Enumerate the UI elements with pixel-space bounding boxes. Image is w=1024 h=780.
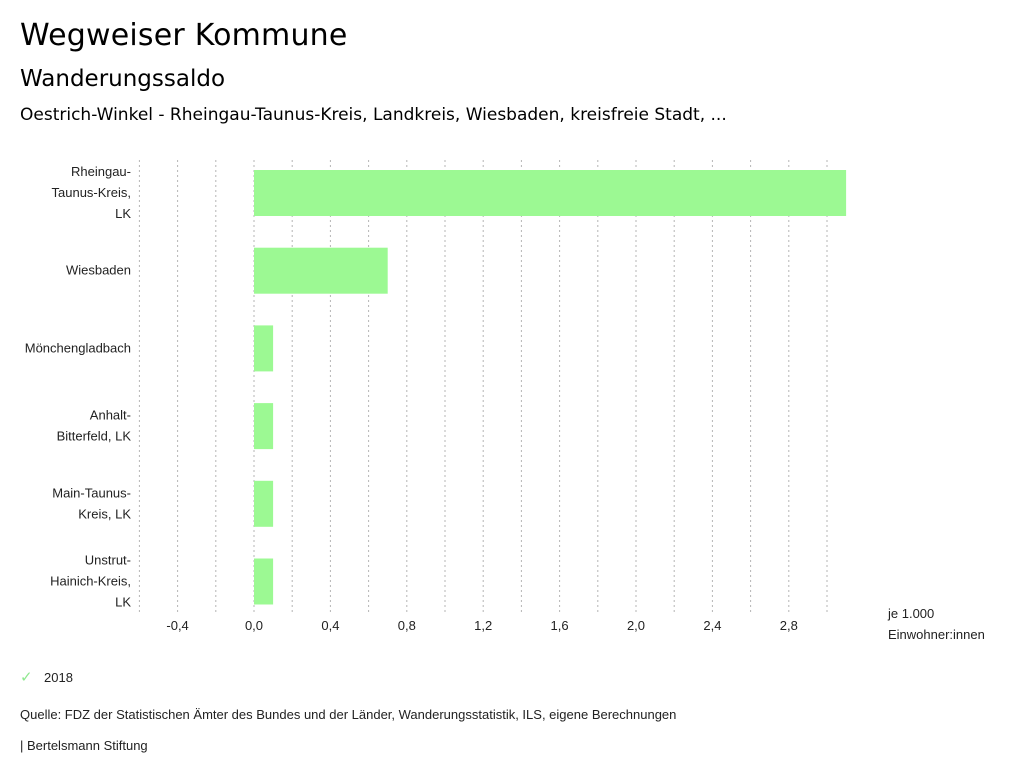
legend-item-2018[interactable]: ✓ 2018: [20, 668, 73, 686]
region-context: Oestrich-Winkel - Rheingau-Taunus-Kreis,…: [20, 105, 727, 125]
category-label: Anhalt-: [90, 408, 131, 423]
category-label: Kreis, LK: [78, 506, 131, 521]
chart-subtitle: Wanderungssaldo: [20, 66, 226, 92]
x-axis-unit-line: Einwohner:innen: [888, 627, 985, 642]
brand-note: | Bertelsmann Stiftung: [20, 738, 148, 753]
bar: [254, 247, 388, 294]
x-tick-label: 2,8: [780, 618, 798, 633]
bar: [254, 170, 847, 216]
x-tick-label: 0,8: [398, 618, 416, 633]
x-tick-label: 2,0: [627, 618, 645, 633]
category-label: LK: [115, 595, 131, 610]
category-labels: Rheingau- Taunus-Kreis, LK Wiesbaden Mönchen…: [25, 164, 132, 610]
legend-label: 2018: [44, 669, 73, 685]
x-axis-unit-line: je 1.000: [887, 606, 934, 621]
bar: [254, 325, 274, 372]
category-label: Taunus-Kreis,: [52, 185, 131, 200]
gridlines: [138, 160, 828, 612]
bar: [254, 558, 274, 605]
category-label: LK: [115, 206, 131, 221]
x-tick-label: 1,2: [474, 618, 492, 633]
x-tick-label: 0,4: [321, 618, 339, 633]
x-tick-label: 2,4: [703, 618, 721, 633]
source-note: Quelle: FDZ der Statistischen Ämter des …: [20, 707, 677, 722]
check-icon: ✓: [20, 669, 33, 686]
x-axis-unit-label: je 1.000 Einwohner:innen: [887, 606, 985, 642]
category-label: Rheingau-: [71, 164, 131, 179]
x-tick-label: -0,4: [166, 618, 188, 633]
category-label: Mönchengladbach: [25, 340, 131, 355]
bar: [254, 480, 274, 527]
bar: [254, 403, 274, 450]
category-label: Wiesbaden: [66, 263, 131, 278]
category-label: Hainich-Kreis,: [50, 574, 131, 589]
bars: [254, 170, 847, 605]
category-label: Main-Taunus-: [52, 485, 131, 500]
x-tick-label: 0,0: [245, 618, 263, 633]
x-tick-labels: -0,4 0,0 0,4 0,8 1,2 1,6 2,0 2,4 2,8: [166, 618, 797, 633]
page-title: Wegweiser Kommune: [20, 18, 348, 53]
category-label: Bitterfeld, LK: [57, 429, 132, 444]
category-label: Unstrut-: [85, 553, 131, 568]
bar-chart: Rheingau- Taunus-Kreis, LK Wiesbaden Mönchen…: [25, 160, 985, 642]
x-tick-label: 1,6: [551, 618, 569, 633]
